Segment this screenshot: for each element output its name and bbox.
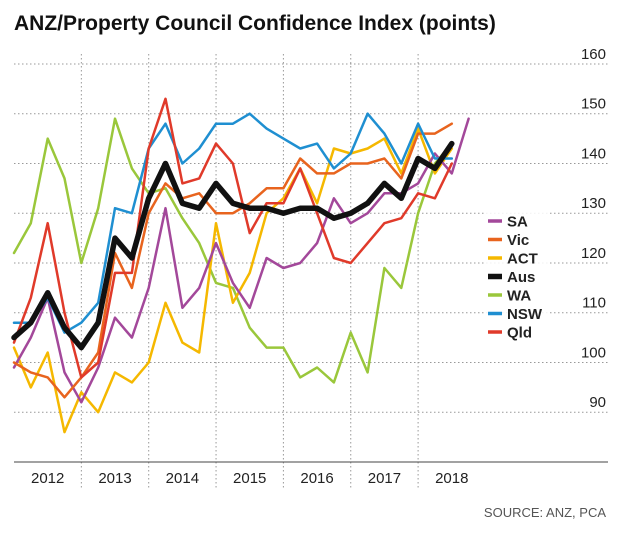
y-tick-label: 160 (581, 46, 606, 63)
chart-title: ANZ/Property Council Confidence Index (p… (14, 12, 496, 35)
legend-label-act: ACT (507, 251, 538, 268)
legend-label-nsw: NSW (507, 306, 543, 323)
series-line-vic (12, 122, 454, 399)
legend-label-qld: Qld (507, 325, 532, 342)
legend-backdrop (486, 230, 548, 248)
legend-backdrop (486, 212, 548, 229)
legend-backdrop (486, 323, 548, 340)
series-line-aus (11, 140, 455, 351)
series-line-qld (12, 97, 454, 379)
y-tick-label: 120 (581, 245, 606, 262)
x-tick-label: 2017 (368, 470, 401, 487)
y-tick-label: 130 (581, 195, 606, 212)
x-tick-label: 2016 (300, 470, 333, 487)
legend-label-vic: Vic (507, 232, 529, 249)
y-tick-label: 100 (581, 344, 606, 361)
x-axis-ticks: 2012 2013 2014 2015 2016 2017 2018 (31, 470, 468, 487)
legend-label-sa: SA (507, 214, 528, 231)
x-tick-label: 2014 (166, 470, 199, 487)
x-tick-label: 2013 (98, 470, 131, 487)
series-line-nsw (12, 112, 454, 334)
x-tick-label: 2012 (31, 470, 64, 487)
legend-label-wa: WA (507, 288, 531, 305)
legend-backdrop (486, 304, 548, 322)
y-tick-label: 150 (581, 96, 606, 113)
y-tick-label: 140 (581, 145, 606, 162)
x-tick-label: 2015 (233, 470, 266, 487)
source-note: SOURCE: ANZ, PCA (483, 505, 606, 520)
legend-backdrop (486, 267, 548, 285)
y-axis-ticks: 90 100 110 120 130 140 150 160 (581, 46, 606, 411)
legend-backdrop (486, 249, 548, 266)
series-line-wa (12, 117, 454, 384)
legend-label-aus: Aus (507, 269, 535, 286)
x-tick-label: 2018 (435, 470, 468, 487)
legend-backdrop (486, 286, 548, 303)
series-lines (11, 97, 470, 434)
y-tick-label: 110 (582, 295, 606, 312)
y-tick-label: 90 (589, 394, 606, 411)
series-line-act (12, 127, 454, 434)
